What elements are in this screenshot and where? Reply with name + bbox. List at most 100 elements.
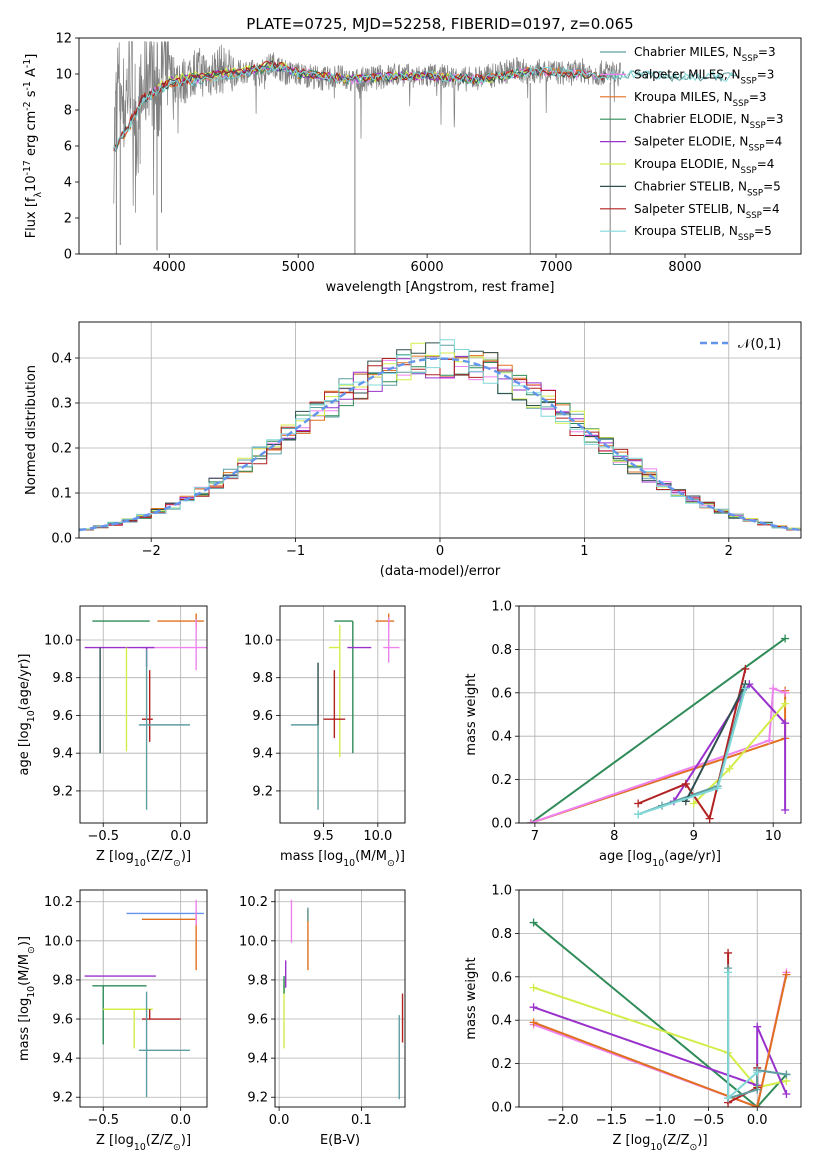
- x-tick-label: 7000: [539, 260, 572, 275]
- axes-frame: [518, 605, 802, 824]
- x-tick-label: 4000: [153, 260, 186, 275]
- axes-frame: [79, 605, 208, 824]
- weight-marker: [782, 970, 791, 979]
- legend-label: Salpeter ELODIE, NSSP=4: [634, 135, 782, 154]
- x-tick-label: −1: [286, 544, 305, 559]
- weight-marker: [725, 764, 734, 773]
- y-tick-label: 9.4: [247, 1052, 268, 1067]
- weight-marker: [781, 699, 790, 708]
- y-axis-label: mass weight: [464, 957, 479, 1039]
- weight-marker: [781, 688, 790, 697]
- legend-label: Chabrier ELODIE, NSSP=3: [634, 112, 783, 131]
- x-tick-label: 6000: [411, 260, 444, 275]
- weight-marker: [681, 779, 690, 788]
- model-spectrum-line: [113, 63, 737, 152]
- weight-marker: [705, 814, 714, 823]
- y-tick-label: 0.4: [51, 352, 72, 367]
- legend-label: 𝒩(0,1): [738, 337, 781, 352]
- x-axis-label: E(B-V): [320, 1133, 360, 1148]
- y-tick-label: 8: [64, 104, 72, 119]
- weight-marker: [529, 918, 538, 927]
- y-tick-label: 12: [55, 32, 72, 47]
- weight-marker: [634, 799, 643, 808]
- x-axis-label: wavelength [Angstrom, rest frame]: [326, 280, 555, 295]
- y-tick-label: 10.0: [239, 934, 268, 949]
- y-tick-label: 9.4: [252, 747, 273, 762]
- x-tick-label: 8: [610, 829, 618, 844]
- x-tick-label: −2.0: [547, 1113, 579, 1128]
- weight-marker: [529, 1018, 538, 1027]
- weight-marker: [781, 805, 790, 814]
- y-tick-label: 0.1: [51, 487, 72, 502]
- x-tick-label: 0.0: [170, 829, 191, 844]
- weight-line: [530, 687, 786, 823]
- x-tick-label: 0.0: [170, 1113, 191, 1128]
- legend-label: Salpeter MILES, NSSP=3: [634, 67, 774, 86]
- axes-frame: [518, 889, 802, 1108]
- y-tick-label: 10.2: [44, 895, 73, 910]
- weight-marker: [724, 968, 733, 977]
- weight-marker: [741, 684, 750, 693]
- normal-curve: [79, 357, 801, 532]
- y-tick-label: 1.0: [491, 884, 512, 899]
- x-tick-label: 0.0: [747, 1113, 768, 1128]
- weight-marker: [741, 664, 750, 673]
- plot-area: [113, 41, 737, 254]
- x-tick-label: −0.5: [693, 1113, 725, 1128]
- y-tick-label: 9.8: [247, 973, 268, 988]
- x-axis-label: Z [log10(Z/Z⊙)]: [96, 1133, 191, 1153]
- y-tick-label: 9.2: [52, 784, 73, 799]
- weight-marker: [724, 948, 733, 957]
- x-tick-label: 1: [580, 544, 588, 559]
- panel-age-vs-Z: −0.5 0.0 9.2 9.4 9.6 9.8 10.0 Z [log10(Z/Z⊙)] ag…: [17, 605, 208, 869]
- weight-line: [684, 683, 747, 802]
- weight-marker: [782, 1089, 791, 1098]
- legend: Chabrier MILES, NSSP=3 Salpeter MILES, NS…: [600, 45, 783, 243]
- weight-marker: [753, 1022, 762, 1031]
- weight-marker: [529, 1003, 538, 1012]
- y-tick-label: 0.8: [491, 927, 512, 942]
- x-tick-label: 9.5: [313, 829, 334, 844]
- y-tick-label: 9.8: [252, 671, 273, 686]
- weight-marker: [753, 1103, 762, 1107]
- y-axis-label: Flux [fλ10-17 erg cm-2 s-1 A-1]: [22, 54, 44, 239]
- weight-marker: [713, 784, 722, 793]
- x-tick-label: −0.5: [87, 1113, 119, 1128]
- plot-area: [529, 918, 791, 1107]
- plot-area: [84, 899, 204, 1098]
- x-axis-label: Z [log10(Z/Z⊙)]: [612, 1133, 707, 1153]
- y-tick-label: 9.2: [52, 1091, 73, 1106]
- x-tick-label: 7: [531, 829, 539, 844]
- y-tick-label: 0.3: [51, 397, 72, 412]
- y-tick-label: 10.2: [239, 895, 268, 910]
- y-tick-label: 0.6: [491, 970, 512, 985]
- weight-marker: [781, 634, 790, 643]
- y-tick-label: 10.0: [44, 633, 73, 648]
- panel-mass-vs-EBV: 0.0 0.1 9.2 9.4 9.6 9.8 10.0 10.2 E(B-V): [239, 889, 406, 1148]
- observed-spectrum: [113, 41, 621, 213]
- axes-frame: [78, 321, 802, 539]
- x-tick-label: 10: [765, 829, 782, 844]
- panel-residuals: −2 −1 0 1 2 0.0 0.1 0.2 0.3 0.4 (data-model)/error…: [24, 321, 802, 579]
- legend-label: Chabrier MILES, NSSP=3: [634, 45, 776, 64]
- y-tick-label: 9.4: [52, 747, 73, 762]
- y-tick-label: 0: [64, 248, 72, 263]
- y-tick-label: 0.0: [51, 532, 72, 547]
- legend-label: Salpeter STELIB, NSSP=4: [634, 202, 780, 221]
- y-tick-label: 0.6: [491, 686, 512, 701]
- y-tick-label: 10.0: [44, 934, 73, 949]
- panel-age-vs-mass: 9.5 10.0 9.2 9.4 9.6 9.8 10.0 mass [log10(M/M⊙)…: [244, 605, 406, 869]
- x-tick-label: 2: [725, 544, 733, 559]
- weight-marker: [724, 1094, 733, 1103]
- plot-area: [526, 634, 790, 823]
- y-axis-label: mass weight: [464, 673, 479, 755]
- y-tick-label: 9.4: [52, 1052, 73, 1067]
- axes-frame: [279, 605, 406, 824]
- panel-spectrum: 4000 5000 6000 7000 8000 0 2 4 6 8 10 12 wavelength …: [22, 32, 802, 295]
- x-tick-label: −1.0: [644, 1113, 676, 1128]
- y-tick-label: 0.4: [491, 1014, 512, 1029]
- x-tick-label: −0.5: [87, 829, 119, 844]
- weight-marker: [765, 736, 774, 745]
- x-tick-label: −2: [142, 544, 161, 559]
- x-tick-label: 9: [690, 829, 698, 844]
